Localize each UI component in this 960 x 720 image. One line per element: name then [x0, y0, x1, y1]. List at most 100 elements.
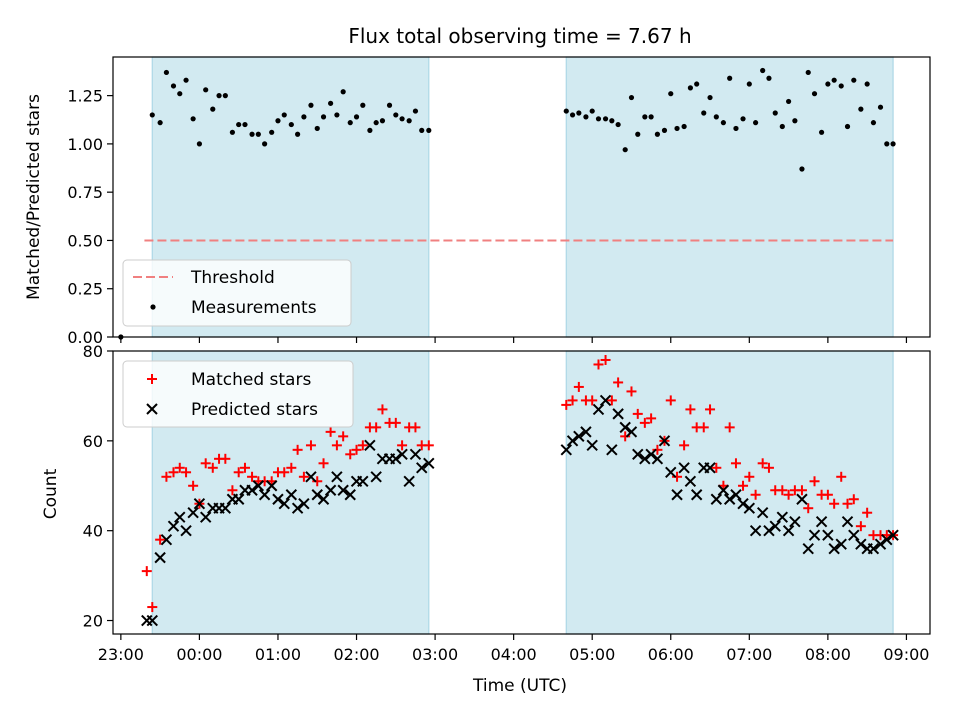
- matched-star-point: [155, 534, 166, 545]
- predicted-star-point: [258, 489, 271, 501]
- measurement-point: [818, 129, 825, 135]
- measurement-point: [766, 75, 772, 81]
- matched-star-point: [685, 404, 696, 415]
- matched-star-point: [331, 440, 342, 451]
- top-ytick-label: 0.25: [67, 280, 103, 299]
- predicted-star-point-b: [639, 453, 651, 465]
- matched-star-point: [390, 417, 401, 428]
- matched-star-point: [357, 440, 368, 451]
- predicted-star-point: [848, 529, 860, 541]
- predicted-star-point-b: [756, 507, 769, 519]
- predicted-star-point-b: [678, 462, 690, 474]
- bottom-ytick-label: 40: [83, 522, 103, 541]
- predicted-star-point: [651, 453, 664, 465]
- predicted-star-point-b: [403, 475, 415, 487]
- matched-star-point: [233, 467, 244, 478]
- predicted-star-point: [403, 475, 415, 487]
- matched-star-point: [842, 498, 853, 509]
- measurement-point: [622, 147, 628, 153]
- matched-star-point: [620, 431, 631, 442]
- predicted-star-point: [619, 421, 631, 434]
- predicted-star-point: [580, 426, 592, 438]
- predicted-star-point: [219, 502, 232, 514]
- predicted-star-point-b: [232, 493, 245, 505]
- measurement-point: [149, 112, 155, 118]
- predicted-star-point-b: [599, 394, 612, 407]
- xtick-label: 02:00: [333, 645, 379, 664]
- matched-star-point: [587, 395, 598, 406]
- predicted-star-point: [645, 448, 657, 461]
- bottom-frame: [112, 350, 931, 635]
- predicted-star-point-b: [396, 448, 408, 461]
- predicted-star-point-b: [848, 529, 860, 541]
- measurement-point: [183, 77, 189, 83]
- predicted-star-point: [364, 439, 376, 452]
- predicted-star-point: [566, 435, 579, 447]
- measurement-point: [314, 125, 320, 132]
- matched-star-point: [147, 602, 158, 613]
- matched-star-point: [161, 471, 172, 482]
- xtick-label: 03:00: [412, 645, 458, 664]
- predicted-star-point-b: [344, 489, 356, 501]
- measurement-point: [628, 94, 635, 101]
- predicted-star-point: [344, 489, 356, 501]
- top-ytick-label: 0.75: [67, 183, 103, 202]
- top-panel: 0.00 0.25 0.50 0.75 1.00 1.25: [67, 56, 931, 347]
- measurement-point: [733, 125, 739, 132]
- measurement-point: [720, 120, 726, 126]
- predicted-star-point-b: [704, 462, 716, 474]
- measurement-point: [399, 116, 405, 122]
- matched-star-point: [750, 489, 761, 500]
- predicted-star-point: [887, 529, 899, 541]
- predicted-star-point-b: [625, 426, 638, 438]
- predicted-star-point-b: [592, 403, 605, 416]
- predicted-star-point: [606, 444, 618, 456]
- predicted-star-point-b: [802, 542, 814, 555]
- measurement-point: [713, 114, 719, 120]
- predicted-star-point-b: [298, 498, 310, 510]
- matched-star-point: [174, 462, 185, 473]
- predicted-star-point-b: [324, 484, 337, 496]
- predicted-star-point: [154, 551, 166, 564]
- matched-star-point: [168, 467, 179, 478]
- predicted-star-point-b: [357, 475, 369, 487]
- predicted-star-point-b: [815, 515, 828, 528]
- measurement-point: [635, 131, 641, 137]
- legend-matched-label: Matched stars: [191, 370, 311, 390]
- measurement-point: [157, 120, 163, 126]
- predicted-star-point: [815, 515, 828, 528]
- measurement-point: [583, 114, 589, 120]
- matched-star-point: [423, 440, 434, 451]
- measurement-point: [412, 108, 419, 114]
- top-ytick-label: 1.25: [67, 87, 103, 106]
- matched-star-point: [848, 494, 859, 505]
- predicted-star-point: [560, 444, 572, 456]
- predicted-star-point: [796, 493, 808, 505]
- predicted-star-point-b: [690, 489, 703, 501]
- xlabel: Time (UTC): [472, 676, 567, 696]
- predicted-star-point: [317, 493, 330, 505]
- legend-threshold-label: Threshold: [190, 268, 275, 288]
- measurement-point: [216, 93, 222, 99]
- matched-star-point: [803, 503, 814, 514]
- measurement-point: [406, 118, 412, 124]
- predicted-star-point-b: [174, 511, 186, 523]
- predicted-star-point: [298, 498, 310, 510]
- matched-star-point: [351, 444, 362, 455]
- matched-star-point: [292, 444, 303, 455]
- predicted-star-point: [678, 462, 690, 474]
- measurement-point: [589, 108, 595, 114]
- predicted-star-point-b: [272, 493, 284, 505]
- predicted-star-point-b: [796, 493, 808, 505]
- measurement-point: [328, 100, 334, 106]
- matched-star-point: [724, 422, 735, 433]
- predicted-star-point: [704, 462, 716, 474]
- measurement-point: [203, 87, 209, 93]
- predicted-star-point-b: [730, 489, 742, 501]
- predicted-star-point-b: [665, 466, 677, 478]
- predicted-star-point-b: [370, 471, 382, 483]
- measurement-point: [373, 120, 379, 126]
- predicted-star-point-b: [364, 439, 376, 452]
- matched-star-point: [809, 476, 820, 487]
- predicted-star-point-b: [167, 520, 180, 532]
